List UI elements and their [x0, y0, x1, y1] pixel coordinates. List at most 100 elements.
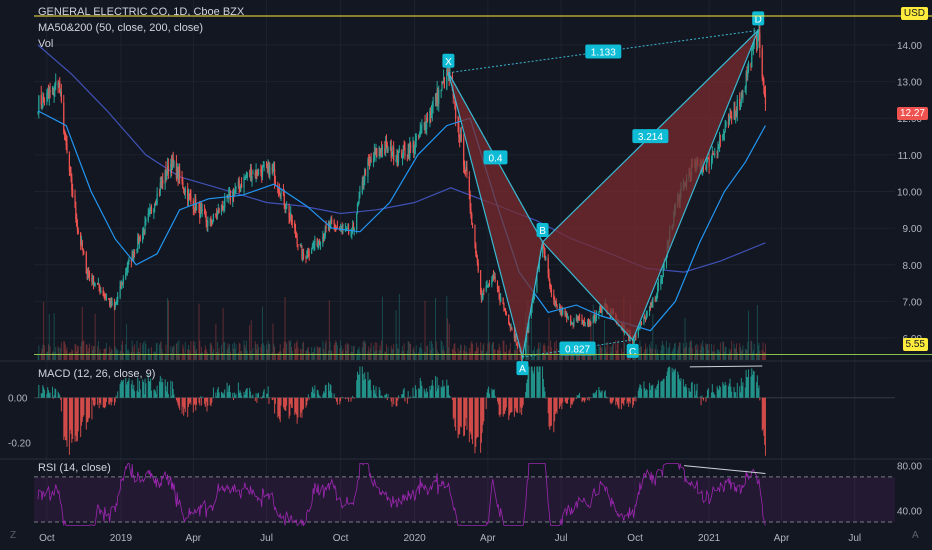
symbol-title[interactable]: GENERAL ELECTRIC CO, 1D, Cboe BZX	[38, 6, 245, 18]
volume-bar	[402, 351, 404, 360]
macd-histogram-bar	[311, 386, 313, 398]
volume-bar	[311, 352, 313, 360]
volume-bar	[373, 345, 375, 360]
candle-body	[244, 178, 246, 180]
volume-bar	[438, 352, 440, 360]
macd-histogram-bar	[451, 397, 453, 400]
volume-bar	[335, 340, 337, 360]
volume-bar	[414, 353, 416, 360]
volume-bar	[109, 352, 111, 360]
candle-body	[153, 209, 155, 213]
volume-bar	[702, 347, 704, 360]
candle-body	[356, 214, 358, 230]
candle-body	[466, 167, 468, 175]
ma50-series	[37, 110, 766, 332]
macd-histogram-bar	[154, 389, 156, 398]
volume-bar	[317, 347, 319, 360]
candle-body	[99, 286, 101, 293]
candle-body	[731, 116, 733, 119]
candle-body	[137, 237, 139, 250]
volume-bar	[288, 340, 290, 360]
candle-body	[454, 100, 456, 104]
candle-body	[390, 147, 392, 158]
candle-body	[391, 155, 393, 157]
candle-body	[145, 219, 147, 222]
macd-histogram-bar	[69, 397, 71, 430]
candle-body	[209, 217, 211, 223]
volume-bar	[616, 343, 618, 360]
volume-bar	[516, 347, 518, 360]
macd-histogram-bar	[181, 397, 183, 414]
macd-histogram-bar	[369, 379, 371, 398]
volume-indicator-label[interactable]: Vol	[38, 38, 54, 50]
macd-histogram-bar	[678, 378, 680, 398]
volume-bar	[291, 350, 293, 360]
macd-indicator-label[interactable]: MACD (12, 26, close, 9)	[38, 368, 156, 380]
candle-body	[193, 207, 195, 209]
volume-bar	[164, 353, 166, 360]
zoom-button[interactable]: Z	[10, 530, 17, 541]
auto-scale-button[interactable]: A	[912, 530, 919, 541]
ratio-label-xd-bg	[585, 44, 622, 59]
candle-body	[470, 209, 472, 216]
volume-bar	[514, 342, 516, 360]
candle-body	[724, 125, 726, 131]
macd-histogram-bar	[228, 386, 230, 398]
volume-bar	[757, 345, 759, 360]
candle-body	[483, 290, 485, 292]
volume-bar	[469, 352, 471, 360]
volume-bar	[312, 351, 314, 360]
macd-histogram-bar	[641, 388, 643, 398]
volume-bar	[723, 351, 725, 360]
candle-body	[397, 155, 399, 162]
macd-histogram-bar	[577, 395, 579, 398]
candle-body	[356, 203, 359, 214]
macd-histogram-bar	[615, 397, 617, 406]
volume-bar	[690, 340, 692, 360]
currency-badge[interactable]: USD	[900, 7, 928, 20]
volume-bar	[447, 318, 449, 360]
candle-body	[330, 220, 332, 223]
macd-histogram-bar	[171, 396, 173, 398]
axes: 14.0013.0012.0011.0010.009.008.007.006.0…	[8, 41, 922, 544]
volume-bar	[233, 342, 235, 360]
volume-bar	[393, 344, 395, 360]
macd-histogram-bar	[713, 393, 715, 398]
macd-histogram-bar	[291, 397, 293, 409]
rsi-indicator-label[interactable]: RSI (14, close)	[38, 462, 111, 474]
macd-histogram-bar	[662, 379, 664, 398]
volume-bar	[425, 352, 427, 360]
candle-body	[479, 270, 482, 292]
candle-body	[705, 166, 707, 170]
macd-histogram-bar	[358, 374, 360, 398]
volume-bar	[356, 353, 358, 360]
macd-histogram-bar	[55, 388, 57, 398]
candle-body	[447, 69, 449, 75]
macd-histogram-bar	[510, 397, 512, 413]
candle-body	[269, 166, 271, 177]
macd-histogram-bar	[750, 376, 752, 398]
volume-bar	[665, 340, 667, 360]
macd-histogram-bar	[351, 397, 353, 399]
volume-bar	[300, 353, 302, 360]
macd-histogram-bar	[306, 397, 308, 406]
macd-histogram-bar	[632, 397, 634, 405]
macd-histogram-bar	[624, 397, 626, 401]
candle-body	[138, 237, 141, 244]
candle-body	[296, 237, 298, 245]
macd-histogram-bar	[295, 397, 297, 413]
macd-histogram-bar	[363, 379, 365, 398]
macd-histogram-bar	[488, 386, 490, 398]
macd-histogram-bar	[656, 385, 658, 398]
ma-indicator-label[interactable]: MA50&200 (50, close, 200, close)	[38, 22, 204, 34]
candle-body	[381, 146, 384, 152]
macd-histogram-bar	[258, 392, 260, 398]
candle-body	[515, 336, 517, 343]
macd-histogram-bar	[753, 371, 755, 398]
volume-bar	[258, 346, 260, 360]
macd-histogram-bar	[161, 378, 163, 398]
macd-histogram-bar	[740, 378, 742, 398]
macd-histogram-bar	[688, 388, 690, 398]
